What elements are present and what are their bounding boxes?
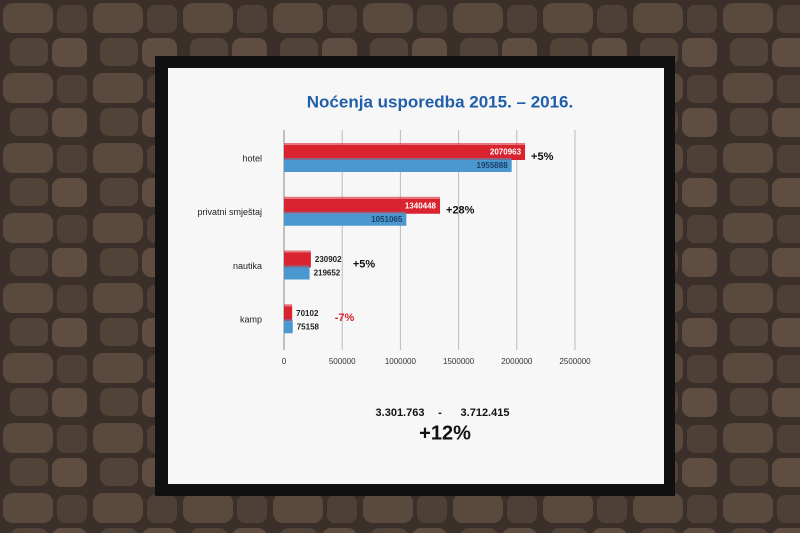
bar bbox=[284, 306, 293, 322]
bar-top bbox=[284, 250, 311, 253]
bar-top bbox=[284, 319, 293, 322]
change-label: -7% bbox=[335, 312, 355, 324]
x-tick-label: 0 bbox=[282, 357, 287, 366]
bar-top bbox=[284, 211, 407, 214]
bar-top bbox=[284, 265, 310, 268]
value-label: 219652 bbox=[314, 269, 341, 278]
y-tick-label: privatni smještaj bbox=[197, 207, 262, 217]
bar bbox=[284, 198, 441, 214]
x-tick-label: 2000000 bbox=[501, 357, 533, 366]
value-label: 70102 bbox=[296, 309, 319, 318]
change-label: +5% bbox=[531, 151, 554, 163]
chart-title: Noćenja usporedba 2015. – 2016. bbox=[307, 92, 573, 111]
y-tick-label: kamp bbox=[240, 315, 262, 325]
bar bbox=[284, 145, 526, 160]
total-change: +12% bbox=[419, 422, 471, 444]
value-label: 230902 bbox=[315, 255, 342, 264]
total-2016: 3.712.415 bbox=[461, 407, 510, 419]
x-tick-label: 2500000 bbox=[559, 357, 591, 366]
value-label: 1955888 bbox=[477, 161, 509, 170]
bar bbox=[284, 252, 311, 268]
bar-top bbox=[284, 196, 441, 199]
total-2015: 3.301.763 bbox=[376, 407, 425, 419]
screen bbox=[168, 68, 664, 484]
change-label: +28% bbox=[446, 205, 475, 217]
bar bbox=[284, 267, 310, 280]
value-label: 1340448 bbox=[405, 201, 437, 210]
value-label: 1051065 bbox=[371, 215, 403, 224]
bar bbox=[284, 160, 512, 172]
bar-top bbox=[284, 143, 526, 145]
bar-top bbox=[284, 304, 293, 307]
bar-top bbox=[284, 158, 512, 160]
bar bbox=[284, 213, 407, 226]
total-separator: - bbox=[438, 407, 442, 419]
x-tick-label: 500000 bbox=[329, 357, 356, 366]
x-tick-label: 1000000 bbox=[385, 357, 417, 366]
value-label: 75158 bbox=[297, 322, 320, 331]
bar bbox=[284, 321, 293, 334]
value-label: 2070963 bbox=[490, 148, 522, 157]
y-tick-label: hotel bbox=[242, 153, 262, 163]
change-label: +5% bbox=[353, 258, 376, 270]
x-tick-label: 1500000 bbox=[443, 357, 475, 366]
plot: 0500000100000015000002000000250000020162… bbox=[197, 130, 591, 366]
y-tick-label: nautika bbox=[233, 261, 262, 271]
